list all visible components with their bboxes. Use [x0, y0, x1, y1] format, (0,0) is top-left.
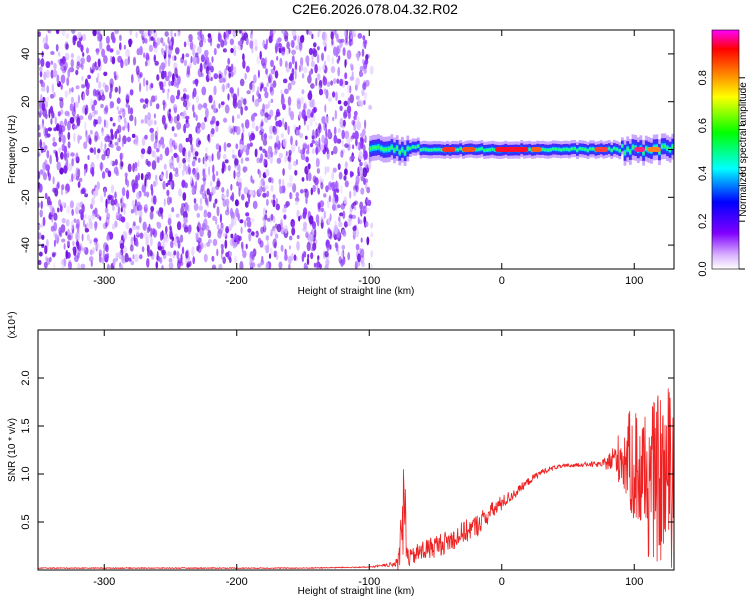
noise-speckle [38, 30, 374, 269]
top-y-tick-label: 0 [20, 146, 32, 152]
bottom-y-scale-label: (x10⁴) [7, 311, 18, 338]
colorbar-tick-label: 0.6 [697, 118, 709, 133]
top-y-tick-label: 20 [20, 96, 32, 108]
bottom-x-tick-label: 0 [499, 576, 505, 588]
colorbar-tick-label: 0.2 [697, 214, 709, 229]
top-y-tick-label: 40 [20, 48, 32, 60]
colorbar-tick-label: 0.0 [697, 261, 709, 276]
signal-core-0 [442, 147, 456, 152]
top-y-tick-label: -20 [20, 189, 32, 205]
colorbar-axes: 0.0 0.2 0.4 0.6 0.8 Normalized spectral ampli… [697, 70, 749, 276]
bottom-y-tick-label: 2.0 [20, 370, 32, 385]
top-y-axis-label: Frequency (Hz) [7, 115, 18, 184]
bottom-y-tick-label: 1.5 [20, 418, 32, 433]
colorbar-tick-label: 0.8 [697, 70, 709, 85]
colorbar-tick-label: 0.4 [697, 166, 709, 181]
bottom-y-tick-label: 1.0 [20, 466, 32, 481]
bottom-y-tick-label: 0.5 [20, 514, 32, 529]
bottom-x-axis-label: Height of straight line (km) [298, 586, 415, 597]
snr-plot [38, 388, 674, 570]
top-x-tick-label: -200 [226, 275, 248, 287]
top-x-tick-label: 100 [625, 275, 643, 287]
bottom-x-tick-label: -200 [226, 576, 248, 588]
bottom-x-tick-label: -100 [358, 576, 380, 588]
signal-core-3 [530, 147, 542, 152]
signal-core-6 [647, 147, 661, 152]
signal-band [369, 133, 674, 166]
spectrogram-plot [38, 30, 674, 269]
bottom-x-tick-label: 100 [625, 576, 643, 588]
top-y-tick-label: -40 [20, 237, 32, 253]
bottom-x-tick-label: -300 [93, 576, 115, 588]
bottom-y-axis-label: SNR (10 * v/v) [7, 418, 18, 482]
page-title: C2E6.2026.078.04.32.R02 [292, 1, 458, 17]
colorbar-label: Normalized spectral amplitude [738, 82, 749, 217]
top-x-axis-label: Height of straight line (km) [298, 286, 415, 297]
signal-core-1 [462, 147, 476, 152]
snr-series-line [38, 388, 674, 570]
top-x-tick-label: -300 [93, 275, 115, 287]
snr-axes: -300 -200 -100 0 100 0.5 1.0 1.5 2.0 Height of st… [7, 311, 674, 597]
top-x-tick-label: 0 [499, 275, 505, 287]
signal-core-4 [594, 147, 608, 152]
signal-core-2 [495, 147, 529, 152]
colorbar [711, 29, 740, 270]
signal-core-5 [634, 147, 645, 152]
snr-frame [37, 329, 675, 571]
top-x-tick-label: -100 [358, 275, 380, 287]
